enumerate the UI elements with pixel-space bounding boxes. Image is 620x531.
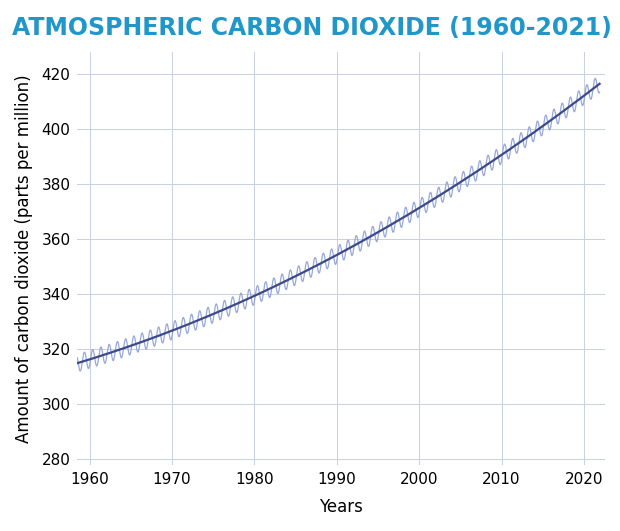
Text: ATMOSPHERIC CARBON DIOXIDE (1960-2021): ATMOSPHERIC CARBON DIOXIDE (1960-2021) xyxy=(12,16,613,40)
Y-axis label: Amount of carbon dioxide (parts per million): Amount of carbon dioxide (parts per mill… xyxy=(15,74,33,443)
X-axis label: Years: Years xyxy=(319,498,363,516)
